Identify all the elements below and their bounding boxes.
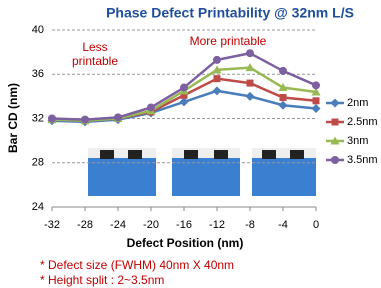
annotation: printable xyxy=(72,54,118,68)
marker xyxy=(213,86,222,95)
marker xyxy=(279,67,287,75)
y-tick-label: 40 xyxy=(32,24,44,36)
x-tick-label: -28 xyxy=(77,219,93,231)
x-tick-label: -4 xyxy=(278,219,288,231)
marker xyxy=(312,81,320,89)
x-tick-label: -16 xyxy=(176,219,192,231)
annotation: More printable xyxy=(190,34,267,48)
marker xyxy=(280,94,287,101)
y-tick-label: 32 xyxy=(32,112,44,124)
y-tick-label: 36 xyxy=(32,68,44,80)
inset-image xyxy=(128,150,142,159)
chart: Phase Defect Printability @ 32nm L/S Bar… xyxy=(0,0,381,288)
marker xyxy=(48,115,56,123)
x-tick-label: -20 xyxy=(143,219,159,231)
marker xyxy=(81,116,89,124)
inset-image xyxy=(100,150,114,159)
x-tick-label: -8 xyxy=(245,219,255,231)
inset-image xyxy=(88,148,156,158)
marker xyxy=(246,49,254,57)
inset-image xyxy=(252,148,316,158)
x-tick-label: -12 xyxy=(209,219,225,231)
note: * Height split : 2~3.5nm xyxy=(40,273,164,287)
chart-title: Phase Defect Printability @ 32nm L/S xyxy=(106,5,354,21)
insets xyxy=(88,148,316,196)
y-axis-label: Bar CD (nm) xyxy=(6,83,20,153)
annotation: Less xyxy=(82,40,107,54)
legend-marker xyxy=(331,99,340,108)
legend-marker xyxy=(331,156,339,164)
legend-marker xyxy=(332,119,339,126)
legend-label: 2.5nm xyxy=(347,116,378,128)
marker xyxy=(313,97,320,104)
marker xyxy=(114,113,122,121)
y-tick-label: 24 xyxy=(32,201,44,213)
inset-image xyxy=(184,150,198,159)
x-axis-label: Defect Position (nm) xyxy=(127,236,244,250)
inset-image xyxy=(214,150,228,159)
y-tick-label: 28 xyxy=(32,157,44,169)
legend-label: 3nm xyxy=(347,135,368,147)
marker xyxy=(279,101,288,110)
marker xyxy=(180,84,188,92)
marker xyxy=(147,103,155,111)
marker xyxy=(247,80,254,87)
marker xyxy=(246,92,255,101)
legend-label: 2nm xyxy=(347,97,368,109)
legend-label: 3.5nm xyxy=(347,154,378,166)
x-tick-label: 0 xyxy=(313,219,319,231)
inset-image xyxy=(172,148,240,158)
x-tick-label: -32 xyxy=(44,219,60,231)
inset-image xyxy=(290,150,304,159)
marker xyxy=(312,104,321,113)
x-tick-label: -24 xyxy=(110,219,126,231)
marker xyxy=(213,56,221,64)
marker xyxy=(214,75,221,82)
inset-image xyxy=(262,150,276,159)
note: * Defect size (FWHM) 40nm X 40nm xyxy=(40,258,234,272)
